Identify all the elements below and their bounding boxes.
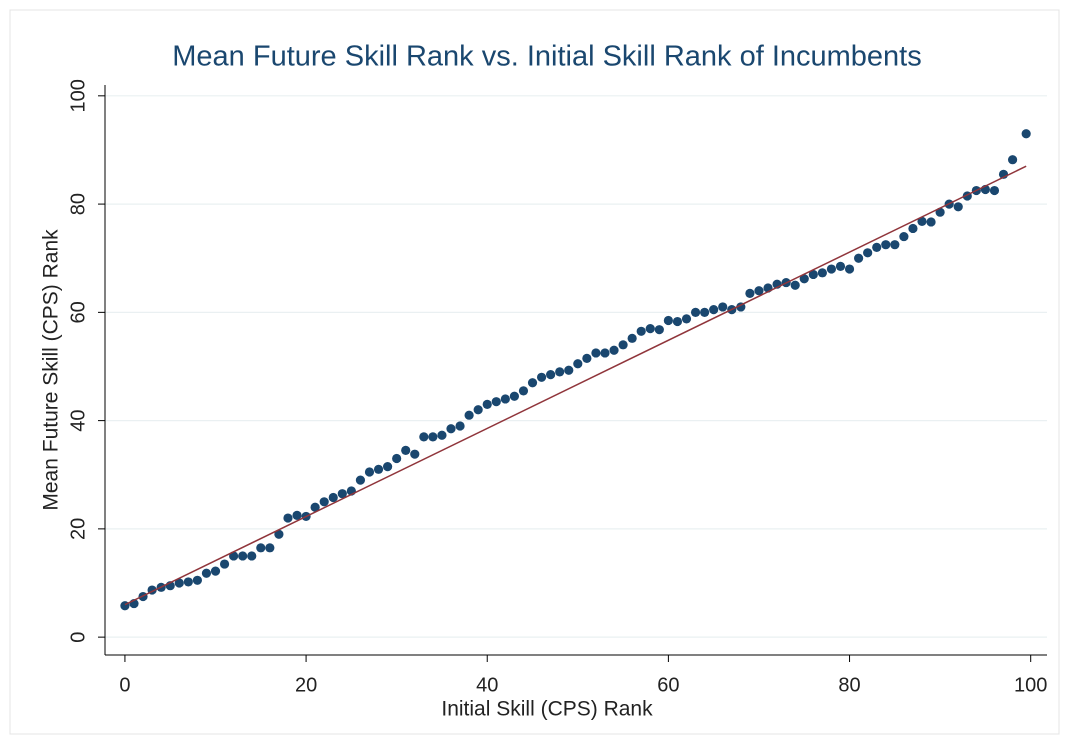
scatter-point (446, 424, 456, 434)
scatter-point (292, 510, 302, 520)
scatter-point (219, 559, 230, 569)
scatter-point (310, 502, 320, 512)
scatter-point (1007, 155, 1018, 165)
scatter-point (491, 397, 501, 407)
x-tick-label: 100 (1014, 674, 1047, 696)
x-tick-label: 80 (838, 674, 860, 696)
scatter-point (663, 315, 673, 326)
scatter-point (383, 462, 393, 472)
scatter-point (899, 231, 909, 242)
y-axis-title: Mean Future Skill (CPS) Rank (40, 229, 63, 511)
scatter-point (555, 367, 565, 377)
scatter-point (192, 575, 202, 585)
scatter-point (573, 359, 583, 369)
scatter-point (319, 497, 329, 507)
scatter-point (609, 345, 619, 355)
scatter-point (464, 410, 474, 420)
fit-line (124, 165, 1027, 606)
scatter-point (718, 302, 728, 312)
scatter-point (709, 305, 719, 315)
scatter-point (283, 513, 293, 523)
scatter-point (654, 325, 664, 335)
scatter-point (672, 316, 683, 327)
y-tick-label: 40 (67, 409, 89, 431)
scatter-point (700, 307, 710, 317)
scatter-point (754, 286, 764, 296)
scatter-point (428, 432, 438, 442)
chart-frame (9, 9, 1060, 735)
scatter-point (645, 323, 655, 334)
scatter-point (274, 529, 284, 539)
scatter-point (328, 492, 338, 503)
scatter-point (799, 274, 809, 284)
scatter-point (265, 543, 275, 553)
scatter-point (174, 578, 184, 588)
scatter-point (210, 566, 221, 576)
scatter-point (600, 348, 610, 358)
scatter-point (1021, 129, 1031, 139)
scatter-point (455, 421, 465, 431)
scatter-point (618, 340, 628, 350)
scatter-point (355, 475, 366, 485)
scatter-point (908, 223, 918, 234)
x-axis-title: Initial Skill (CPS) Rank (441, 698, 653, 721)
x-tick-label: 0 (119, 674, 130, 696)
scatter-point (247, 551, 257, 561)
scatter-point (482, 399, 492, 409)
scatter-point (500, 394, 510, 404)
scatter-point (256, 543, 266, 553)
scatter-point (681, 314, 692, 324)
scatter-point (917, 216, 927, 227)
scatter-point (410, 449, 420, 459)
scatter-point (627, 333, 637, 343)
scatter-point (473, 405, 483, 415)
scatter-point (872, 242, 882, 252)
scatter-point (546, 370, 556, 380)
x-tick-label: 40 (476, 674, 498, 696)
scatter-point (536, 372, 547, 382)
x-tick-label: 20 (295, 674, 317, 696)
scatter-point (518, 386, 529, 396)
scatter-point (591, 348, 601, 358)
scatter-point (989, 185, 1000, 196)
scatter-point (636, 326, 646, 336)
scatter-point (854, 253, 864, 263)
scatter-point (817, 268, 827, 278)
y-tick-label: 60 (67, 301, 89, 323)
scatter-point (835, 261, 846, 271)
scatter-point (844, 264, 855, 274)
scatter-point (437, 430, 447, 440)
scatter-point (926, 217, 936, 227)
scatter-point (401, 445, 411, 455)
scatter-point (690, 307, 701, 317)
scatter-point (419, 432, 429, 442)
scatter-point (238, 551, 248, 561)
chart-title: Mean Future Skill Rank vs. Initial Skill… (172, 41, 921, 73)
y-tick-label: 20 (67, 518, 89, 540)
scatter-point (183, 577, 193, 587)
x-tick-label: 60 (657, 674, 679, 696)
scatter-point (373, 464, 384, 474)
scatter-point (364, 467, 375, 477)
scatter-point (808, 269, 818, 280)
scatter-point (582, 353, 592, 363)
scatter-point (890, 240, 900, 250)
scatter-point (564, 365, 574, 375)
scatter-point (863, 248, 873, 258)
y-tick-label: 100 (67, 79, 89, 112)
scatter-point (527, 378, 538, 388)
scatter-point (953, 202, 963, 212)
scatter-point (881, 240, 891, 250)
y-tick-label: 0 (67, 632, 89, 643)
scatter-point (201, 568, 212, 578)
scatter-point (392, 453, 402, 464)
scatter-point (509, 391, 520, 401)
scatter-point (790, 280, 800, 290)
scatter-point (826, 264, 837, 274)
scatter-point (745, 288, 755, 299)
y-tick-label: 80 (67, 193, 89, 215)
scatter-point (337, 489, 347, 499)
